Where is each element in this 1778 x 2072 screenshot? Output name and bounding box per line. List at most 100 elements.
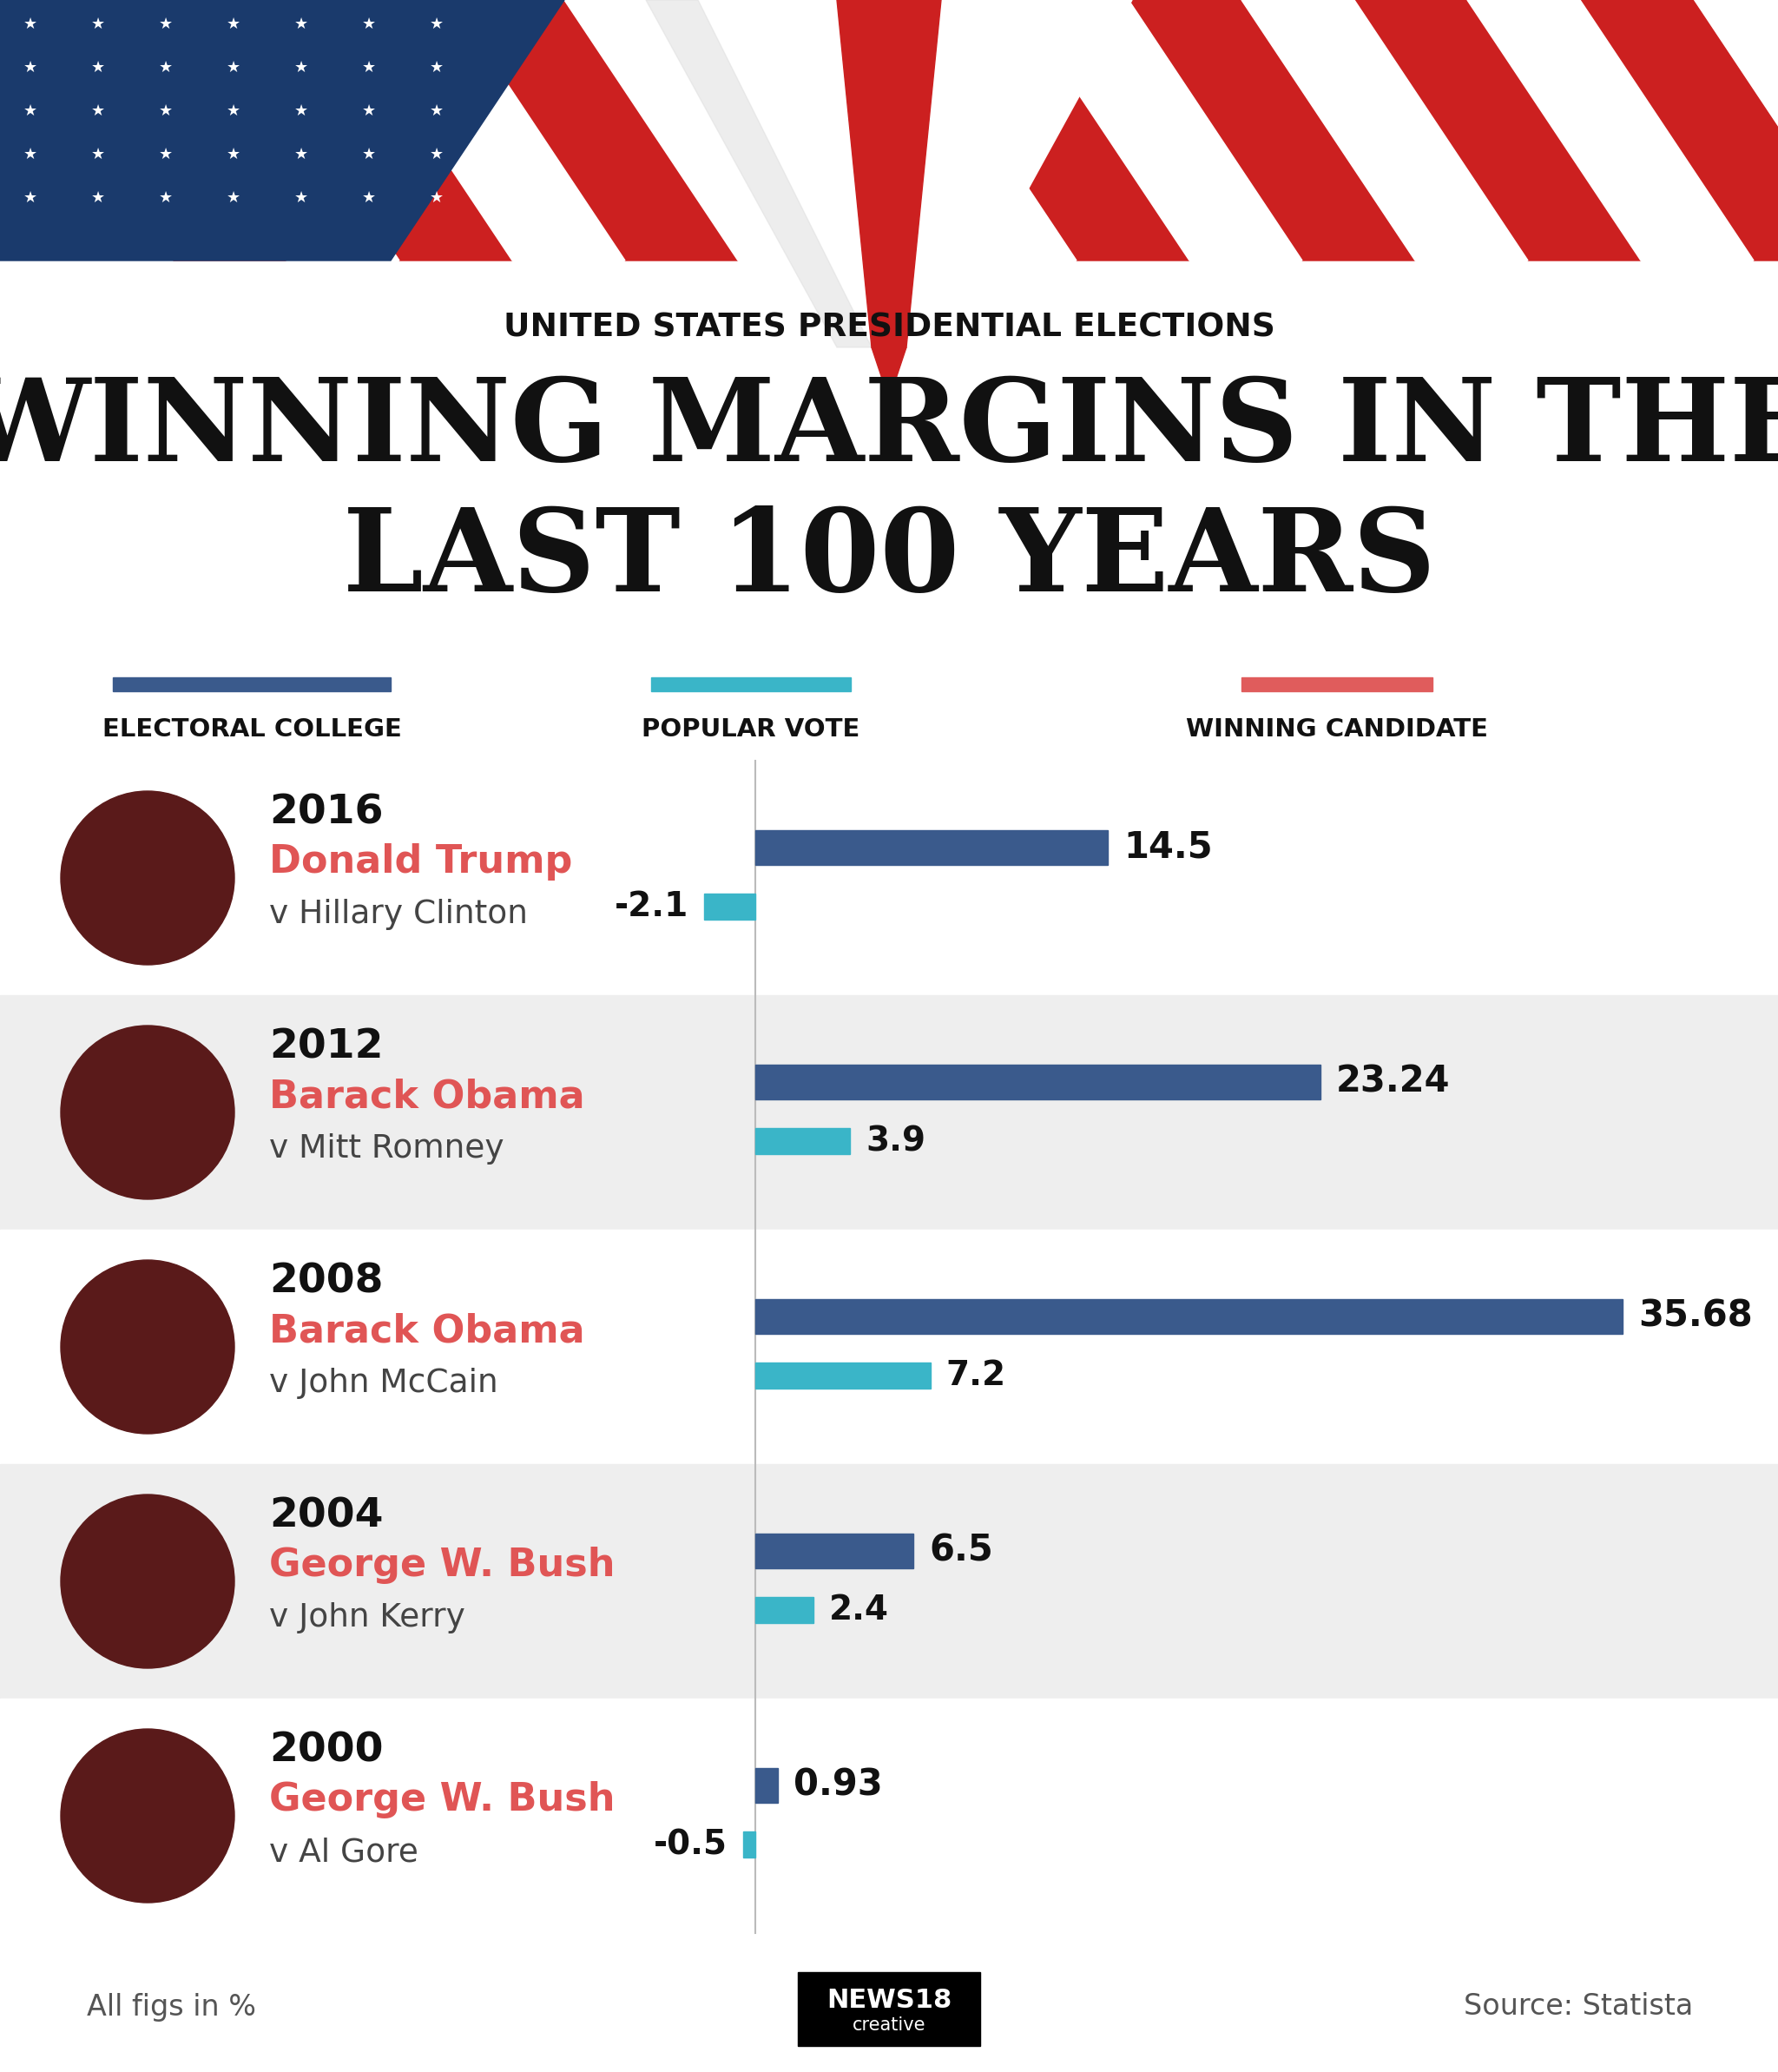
Polygon shape	[837, 0, 941, 348]
Text: ★: ★	[293, 60, 308, 75]
Text: ★: ★	[23, 191, 37, 205]
Text: ★: ★	[158, 60, 172, 75]
Polygon shape	[677, 0, 964, 261]
Text: ★: ★	[293, 191, 308, 205]
Bar	[0, 1465, 1778, 1699]
Bar	[651, 678, 852, 692]
Bar	[1241, 678, 1433, 692]
Polygon shape	[1581, 0, 1778, 261]
Circle shape	[60, 1260, 235, 1434]
Text: ★: ★	[23, 17, 37, 33]
Text: 3.9: 3.9	[866, 1125, 926, 1158]
Text: POPULAR VOTE: POPULAR VOTE	[642, 717, 861, 742]
Polygon shape	[1467, 0, 1753, 261]
Circle shape	[60, 792, 235, 966]
Text: WINNING CANDIDATE: WINNING CANDIDATE	[1186, 717, 1488, 742]
Polygon shape	[1241, 0, 1527, 261]
Bar	[0, 995, 1778, 1229]
Bar	[0, 0, 1778, 261]
Text: ★: ★	[430, 60, 444, 75]
Bar	[756, 1598, 814, 1622]
Text: ★: ★	[91, 17, 105, 33]
Bar	[756, 1065, 1321, 1100]
Polygon shape	[789, 0, 1076, 261]
Text: ★: ★	[158, 17, 172, 33]
Text: ★: ★	[430, 17, 444, 33]
Text: ★: ★	[226, 17, 240, 33]
Text: Donald Trump: Donald Trump	[268, 843, 573, 881]
Circle shape	[60, 1026, 235, 1200]
Polygon shape	[452, 0, 738, 261]
Polygon shape	[112, 0, 400, 261]
Bar	[0, 1229, 1778, 1465]
Bar	[798, 1973, 980, 2045]
Bar	[0, 1699, 1778, 1933]
Bar	[112, 678, 391, 692]
Text: ★: ★	[91, 147, 105, 162]
Text: -0.5: -0.5	[654, 1828, 727, 1861]
Text: ★: ★	[91, 60, 105, 75]
Text: ★: ★	[430, 147, 444, 162]
Text: ★: ★	[363, 147, 375, 162]
Text: 2016: 2016	[268, 794, 384, 833]
Text: ★: ★	[430, 104, 444, 118]
Text: ★: ★	[158, 147, 172, 162]
Text: ELECTORAL COLLEGE: ELECTORAL COLLEGE	[101, 717, 402, 742]
Text: Barack Obama: Barack Obama	[268, 1312, 585, 1351]
Text: 14.5: 14.5	[1124, 829, 1213, 866]
Text: 23.24: 23.24	[1335, 1063, 1451, 1100]
Text: ★: ★	[158, 104, 172, 118]
Polygon shape	[1015, 0, 1301, 261]
Text: 2012: 2012	[268, 1028, 384, 1067]
Polygon shape	[226, 0, 512, 261]
Circle shape	[60, 1494, 235, 1668]
Text: 7.2: 7.2	[946, 1359, 1006, 1392]
Text: v John Kerry: v John Kerry	[268, 1602, 466, 1633]
Text: ★: ★	[363, 17, 375, 33]
Circle shape	[60, 1728, 235, 1902]
Bar	[0, 760, 1778, 995]
Text: ★: ★	[293, 147, 308, 162]
Text: 2000: 2000	[268, 1730, 384, 1769]
Text: 35.68: 35.68	[1638, 1299, 1753, 1334]
Text: ★: ★	[23, 104, 37, 118]
Polygon shape	[871, 348, 907, 400]
Polygon shape	[564, 0, 852, 261]
Polygon shape	[0, 0, 564, 261]
Polygon shape	[645, 0, 871, 348]
Text: ★: ★	[226, 191, 240, 205]
Text: ★: ★	[363, 104, 375, 118]
Text: 2004: 2004	[268, 1496, 384, 1535]
Text: ★: ★	[226, 147, 240, 162]
Bar	[756, 1767, 779, 1803]
Text: 0.93: 0.93	[793, 1767, 882, 1803]
Bar	[743, 1832, 756, 1857]
Text: ★: ★	[293, 104, 308, 118]
Text: ★: ★	[91, 104, 105, 118]
Text: ★: ★	[226, 104, 240, 118]
Text: George W. Bush: George W. Bush	[268, 1782, 615, 1819]
Text: UNITED STATES PRESIDENTIAL ELECTIONS: UNITED STATES PRESIDENTIAL ELECTIONS	[503, 313, 1275, 344]
Text: v Mitt Romney: v Mitt Romney	[268, 1133, 505, 1164]
Text: WINNING MARGINS IN THE: WINNING MARGINS IN THE	[0, 373, 1778, 485]
Text: 6.5: 6.5	[928, 1533, 992, 1569]
Text: 2008: 2008	[268, 1262, 384, 1301]
Text: ★: ★	[293, 17, 308, 33]
Text: ★: ★	[363, 191, 375, 205]
Bar	[756, 1127, 850, 1154]
Text: ★: ★	[23, 147, 37, 162]
Text: -2.1: -2.1	[615, 891, 688, 924]
Text: NEWS18: NEWS18	[827, 1989, 951, 2014]
Polygon shape	[338, 0, 626, 261]
Bar	[756, 1363, 930, 1388]
Polygon shape	[645, 0, 1133, 348]
Text: Source: Statista: Source: Statista	[1463, 1993, 1693, 2020]
Bar	[756, 831, 1108, 864]
Polygon shape	[1129, 0, 1415, 261]
Text: v John McCain: v John McCain	[268, 1368, 498, 1399]
Text: v Hillary Clinton: v Hillary Clinton	[268, 899, 528, 930]
Text: ★: ★	[91, 191, 105, 205]
Text: ★: ★	[158, 191, 172, 205]
Text: creative: creative	[852, 2016, 926, 2035]
Polygon shape	[903, 0, 1189, 261]
